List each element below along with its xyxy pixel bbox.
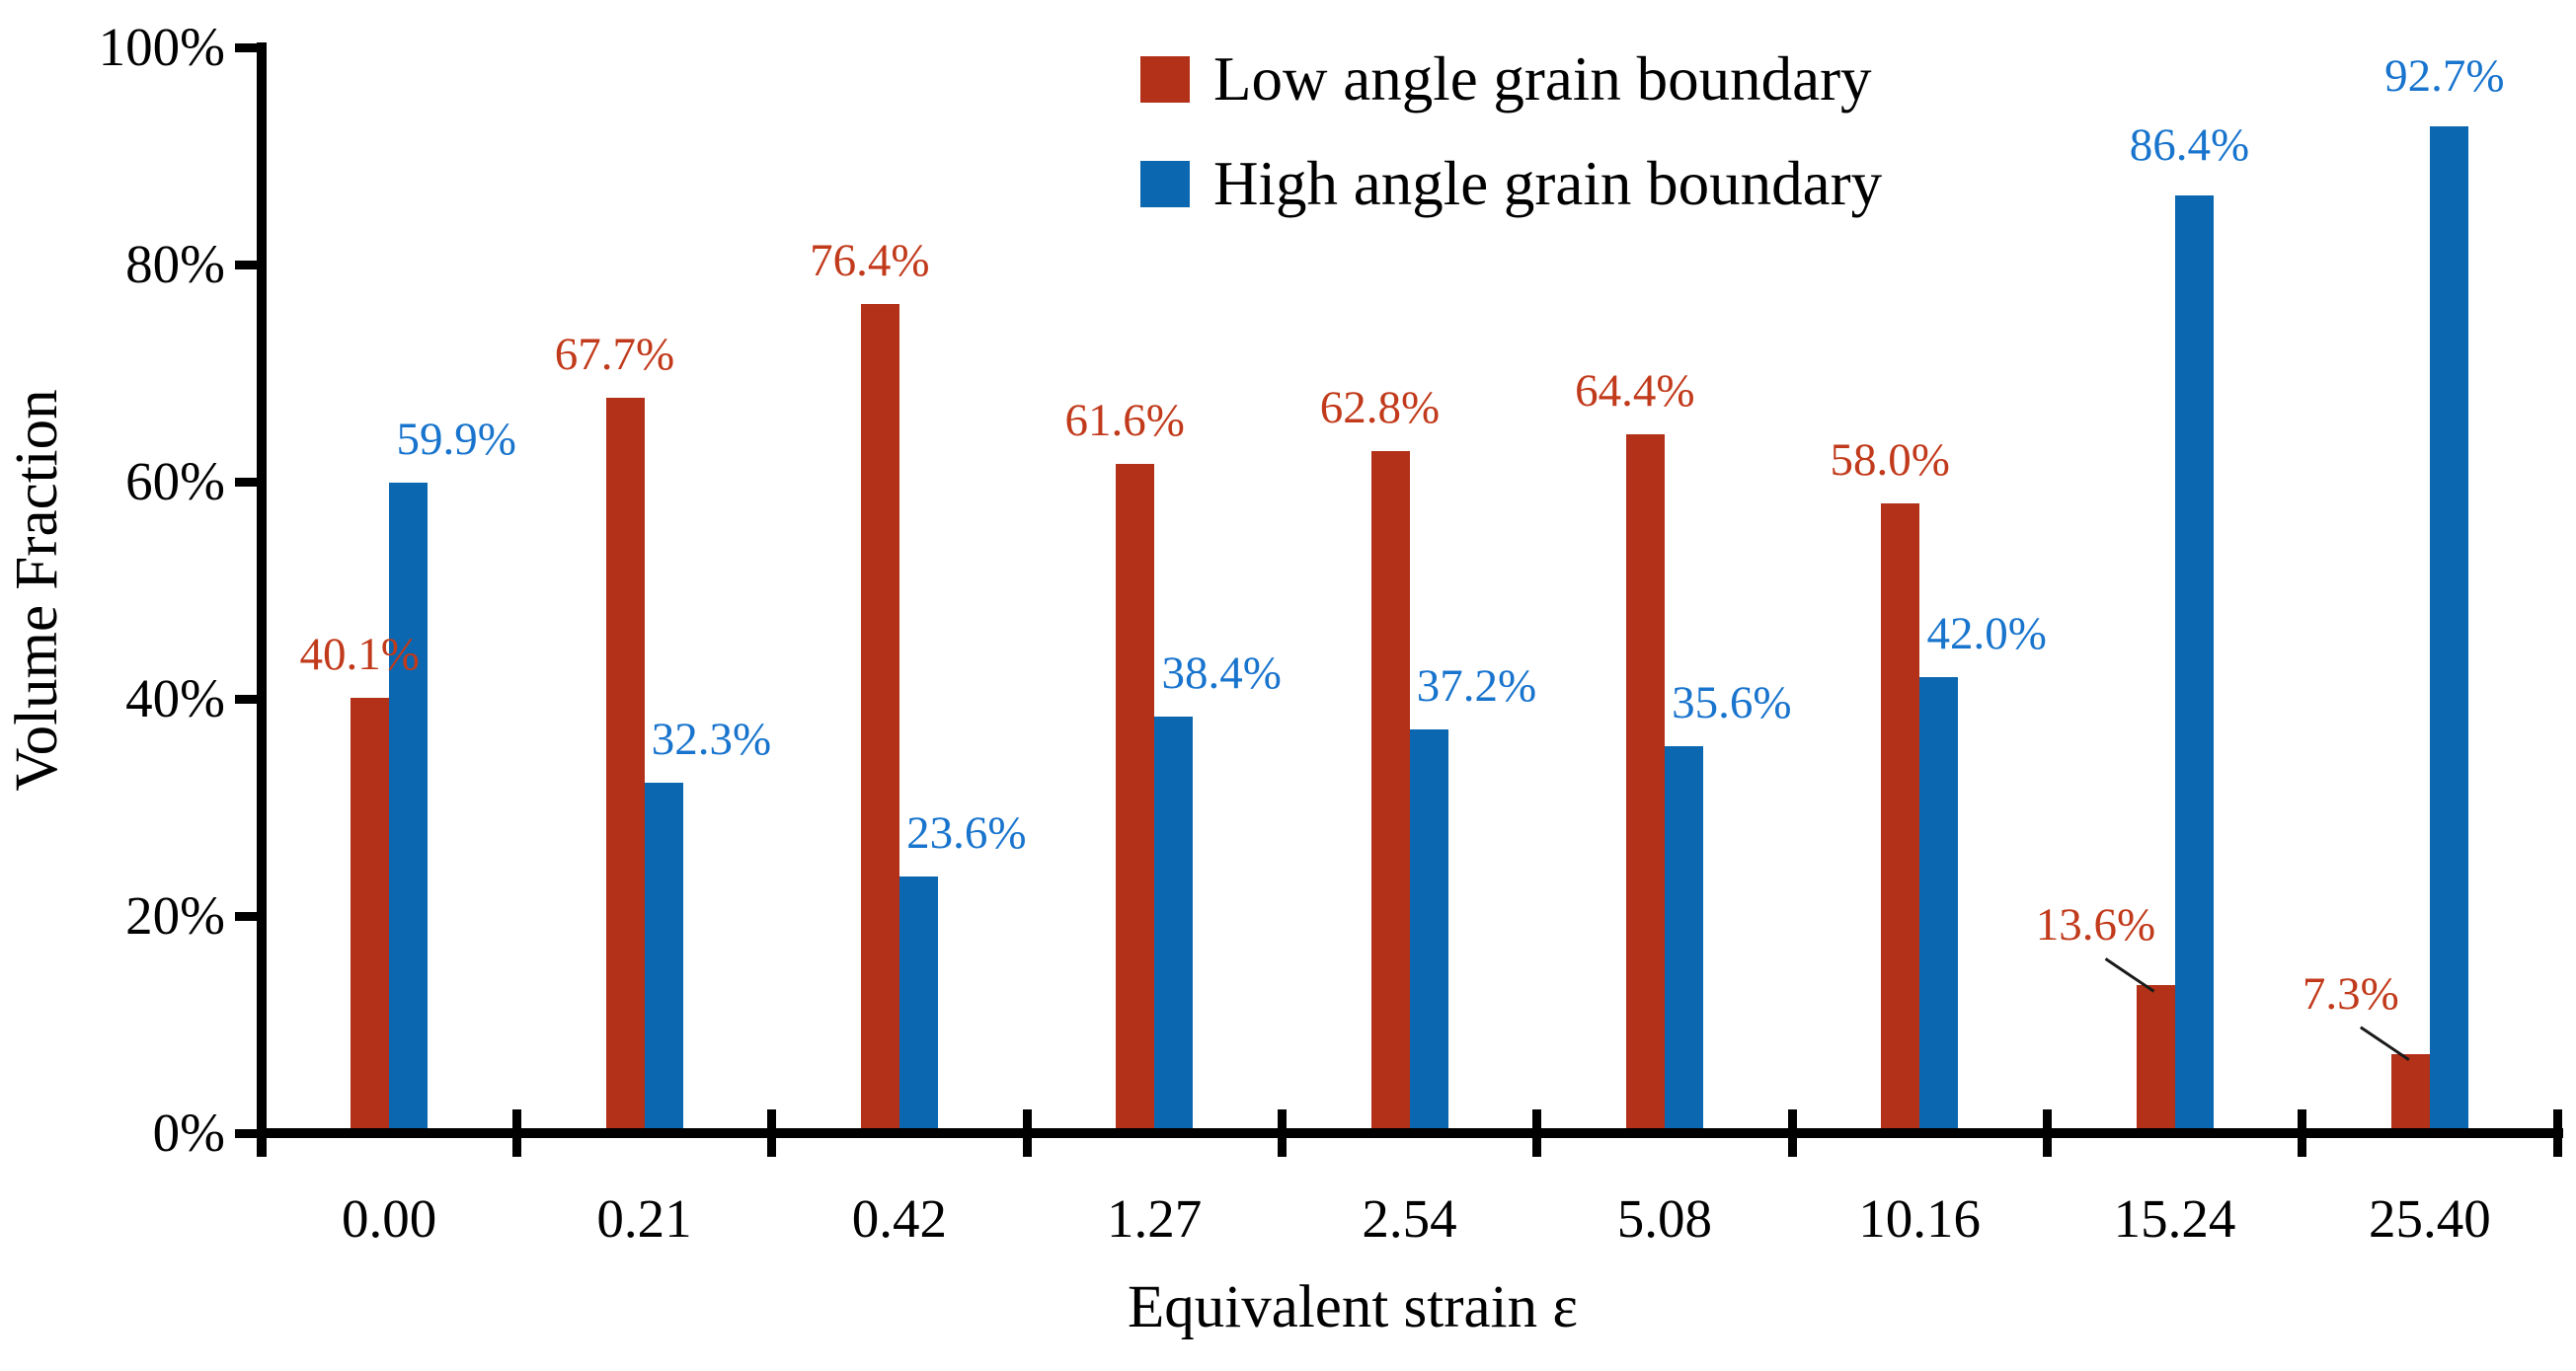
low-angle-bar: [605, 398, 645, 1133]
x-axis-tick: [1022, 1109, 1032, 1157]
y-axis-line: [257, 42, 267, 1157]
high-angle-bar: [1409, 728, 1448, 1133]
bar-value-label: 64.4%: [1575, 364, 1695, 417]
y-axis-tick: [235, 1128, 263, 1138]
x-axis-tick: [2042, 1109, 2052, 1157]
x-tick-label: 2.54: [1362, 1188, 1457, 1249]
legend-item-low-angle: Low angle grain boundary: [1140, 43, 1882, 114]
bar-value-label: 32.3%: [651, 713, 772, 765]
y-axis-tick: [235, 477, 263, 487]
bar-value-label: 23.6%: [906, 807, 1027, 860]
bar-value-label: 7.3%: [2302, 967, 2399, 1020]
low-angle-series-swatch-icon: [1140, 55, 1190, 103]
x-tick-label: 0.00: [342, 1188, 437, 1249]
low-angle-bar: [1116, 464, 1155, 1133]
x-axis-tick: [1787, 1109, 1797, 1157]
x-axis-tick: [2298, 1109, 2307, 1157]
x-tick-label: 0.42: [851, 1188, 947, 1249]
high-angle-bar: [898, 876, 938, 1133]
y-axis-tick: [235, 42, 263, 52]
x-axis-tick: [511, 1109, 521, 1157]
y-axis-tick: [235, 260, 263, 269]
x-axis-tick: [767, 1109, 777, 1157]
bar-value-label: 76.4%: [810, 234, 930, 286]
low-angle-bar: [1881, 503, 1920, 1133]
y-axis-tick: [235, 694, 263, 704]
x-axis-tick: [257, 1109, 267, 1157]
bar-value-label: 92.7%: [2384, 50, 2505, 103]
legend: Low angle grain boundary High angle grai…: [1140, 43, 1882, 253]
bar-value-label: 42.0%: [1926, 608, 2047, 659]
bar-value-label: 37.2%: [1416, 659, 1537, 712]
legend-label: High angle grain boundary: [1213, 149, 1883, 218]
bar-value-label: 62.8%: [1319, 382, 1441, 434]
high-angle-bar: [2174, 194, 2214, 1133]
y-tick-label: 0%: [152, 1103, 225, 1163]
bar-value-label: 61.6%: [1064, 395, 1185, 447]
legend-label: Low angle grain boundary: [1213, 44, 1872, 114]
high-angle-bar: [2429, 126, 2468, 1133]
high-angle-bar: [389, 483, 429, 1133]
y-tick-label: 40%: [125, 668, 225, 728]
low-angle-bar: [2390, 1053, 2430, 1133]
bar-value-label: 67.7%: [554, 329, 675, 381]
x-tick-label: 15.24: [2113, 1188, 2236, 1249]
high-angle-bar: [1664, 746, 1703, 1133]
x-tick-label: 10.16: [1858, 1188, 1982, 1249]
high-angle-series-swatch-icon: [1140, 160, 1190, 207]
y-tick-label: 60%: [125, 451, 225, 511]
x-axis-tick: [1532, 1109, 1542, 1157]
x-tick-label: 0.21: [596, 1188, 692, 1249]
bar-value-label: 58.0%: [1830, 434, 1950, 486]
y-axis-title: Volume Fraction: [4, 389, 70, 792]
low-angle-bar: [1625, 433, 1665, 1133]
low-angle-bar: [2136, 985, 2175, 1133]
x-tick-label: 25.40: [2368, 1188, 2491, 1249]
bar-value-label: 59.9%: [396, 414, 516, 466]
y-tick-label: 20%: [125, 885, 225, 946]
bar-value-label: 13.6%: [2035, 899, 2156, 952]
x-axis-title: Equivalent strain ε: [1128, 1274, 1578, 1340]
x-axis-tick: [1277, 1109, 1287, 1157]
x-tick-label: 5.08: [1616, 1188, 1712, 1249]
high-angle-bar: [644, 782, 683, 1133]
x-axis-tick: [2552, 1109, 2562, 1157]
low-angle-bar: [351, 697, 390, 1133]
bar-value-label: 35.6%: [1672, 677, 1792, 729]
y-axis-tick: [235, 911, 263, 921]
high-angle-bar: [1919, 677, 1959, 1133]
bar-value-label: 40.1%: [299, 628, 420, 680]
y-tick-label: 100%: [98, 17, 225, 77]
bar-value-label: 38.4%: [1161, 647, 1282, 699]
high-angle-bar: [1154, 716, 1194, 1133]
low-angle-bar: [1370, 451, 1410, 1133]
bar-value-label: 86.4%: [2129, 118, 2250, 171]
x-tick-label: 1.27: [1107, 1188, 1203, 1249]
legend-item-high-angle: High angle grain boundary: [1140, 148, 1882, 219]
x-axis-line: [257, 1128, 2563, 1138]
y-tick-label: 80%: [125, 234, 225, 294]
low-angle-bar: [860, 303, 899, 1133]
